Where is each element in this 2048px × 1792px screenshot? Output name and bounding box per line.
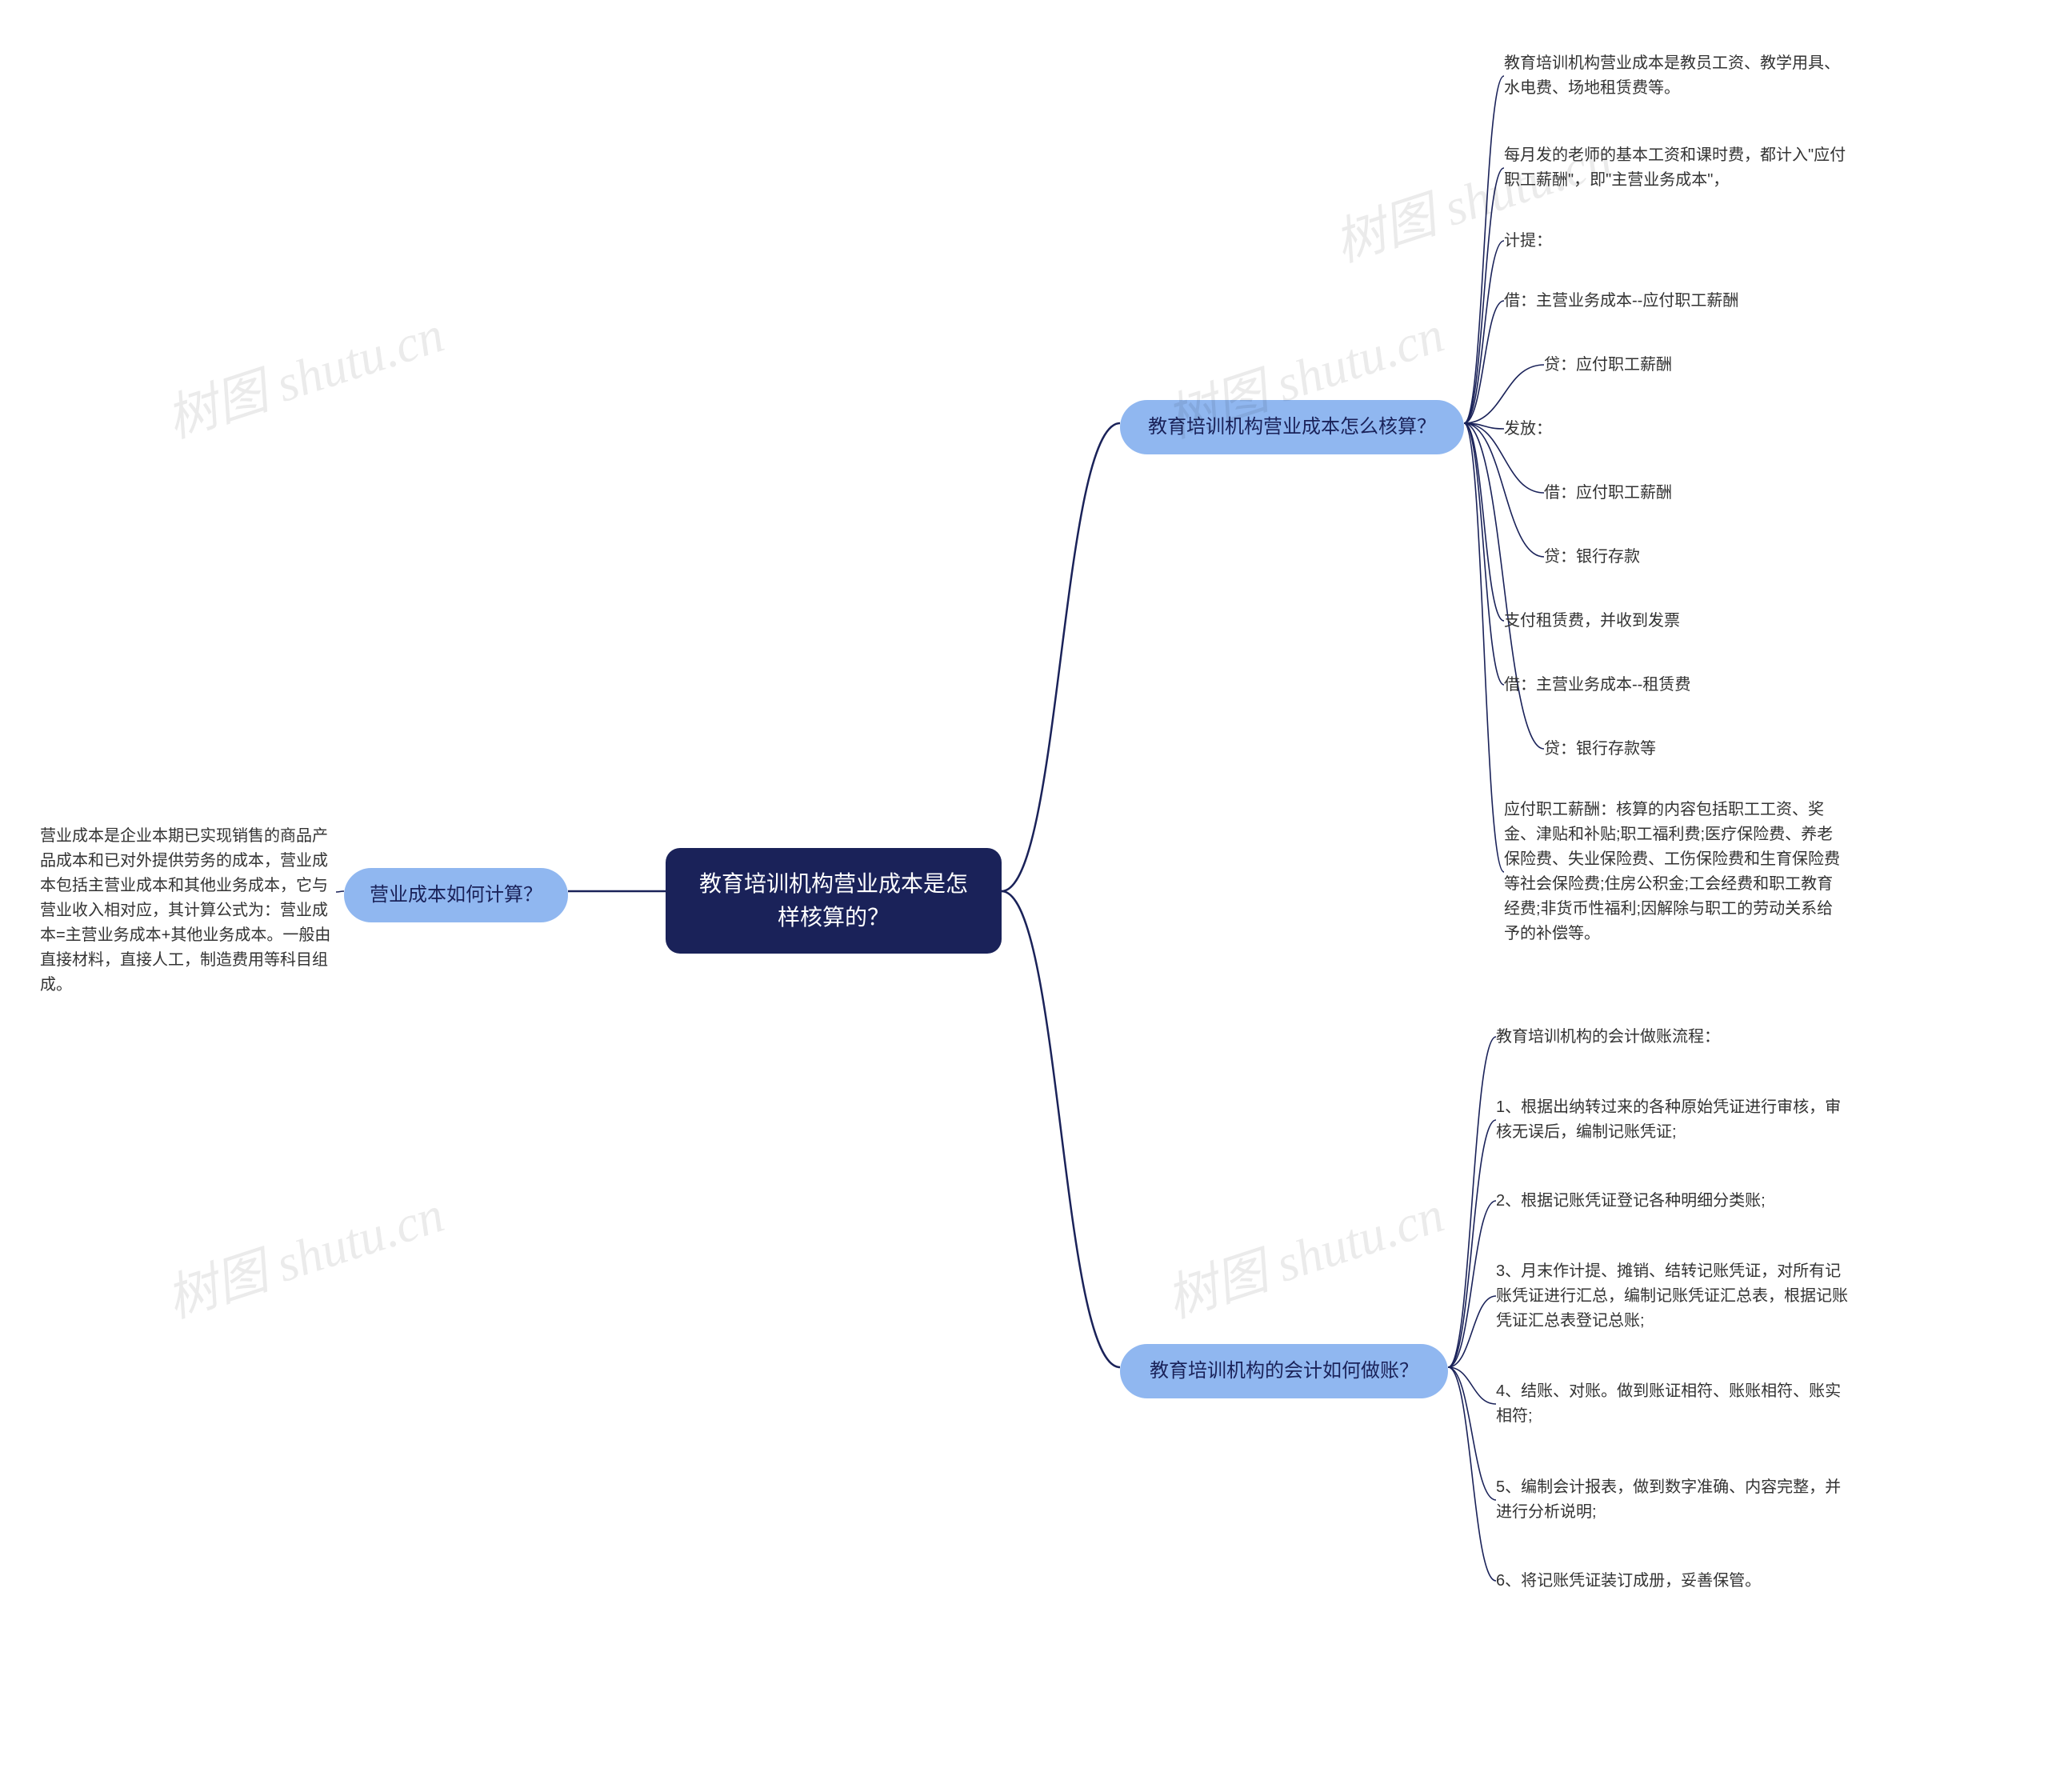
leaf-r2-5: 5、编制会计报表，做到数字准确、内容完整，并进行分析说明; — [1496, 1472, 1848, 1528]
leaf-r1-5: 发放： — [1504, 416, 1848, 442]
branch-r1[interactable]: 教育培训机构营业成本怎么核算？ — [1120, 400, 1464, 454]
watermark-2: 树图 shutu.cn — [156, 1174, 452, 1332]
leaf-r1-1: 每月发的老师的基本工资和课时费，都计入"应付职工薪酬"，即"主营业务成本"， — [1504, 140, 1848, 196]
leaf-r2-4: 4、结账、对账。做到账证相符、账账相符、账实相符; — [1496, 1376, 1848, 1432]
leaf-r2-2: 2、根据记账凭证登记各种明细分类账; — [1496, 1188, 1848, 1214]
leaf-r2-1: 1、根据出纳转过来的各种原始凭证进行审核，审核无误后，编制记账凭证; — [1496, 1092, 1848, 1148]
leaf-r2-3: 3、月末作计提、摊销、结转记账凭证，对所有记账凭证进行汇总，编制记账凭证汇总表，… — [1496, 1256, 1848, 1336]
leaf-r1-4: 贷：应付职工薪酬 — [1544, 352, 1848, 378]
leaf-left-0: 营业成本是企业本期已实现销售的商品产品成本和已对外提供劳务的成本，营业成本包括主… — [40, 824, 336, 998]
leaf-r1-11: 应付职工薪酬：核算的内容包括职工工资、奖金、津贴和补贴;职工福利费;医疗保险费、… — [1504, 796, 1848, 948]
branch-r2[interactable]: 教育培训机构的会计如何做账？ — [1120, 1344, 1448, 1398]
leaf-r2-0: 教育培训机构的会计做账流程： — [1496, 1024, 1848, 1050]
leaf-r1-7: 贷：银行存款 — [1544, 544, 1848, 570]
root-node[interactable]: 教育培训机构营业成本是怎样核算的？ — [666, 848, 1002, 954]
leaf-r1-0: 教育培训机构营业成本是教员工资、教学用具、水电费、场地租赁费等。 — [1504, 48, 1848, 104]
leaf-r1-10: 贷：银行存款等 — [1544, 736, 1848, 762]
watermark-3: 树图 shutu.cn — [1156, 1174, 1452, 1332]
leaf-r1-2: 计提： — [1504, 228, 1848, 254]
leaf-r1-3: 借：主营业务成本--应付职工薪酬 — [1504, 288, 1848, 314]
leaf-r1-9: 借：主营业务成本--租赁费 — [1504, 672, 1848, 698]
leaf-r1-8: 支付租赁费，并收到发票 — [1504, 608, 1848, 634]
branch-left[interactable]: 营业成本如何计算？ — [344, 868, 568, 922]
watermark-0: 树图 shutu.cn — [156, 294, 452, 452]
leaf-r1-6: 借：应付职工薪酬 — [1544, 480, 1848, 506]
leaf-r2-6: 6、将记账凭证装订成册，妥善保管。 — [1496, 1568, 1848, 1594]
